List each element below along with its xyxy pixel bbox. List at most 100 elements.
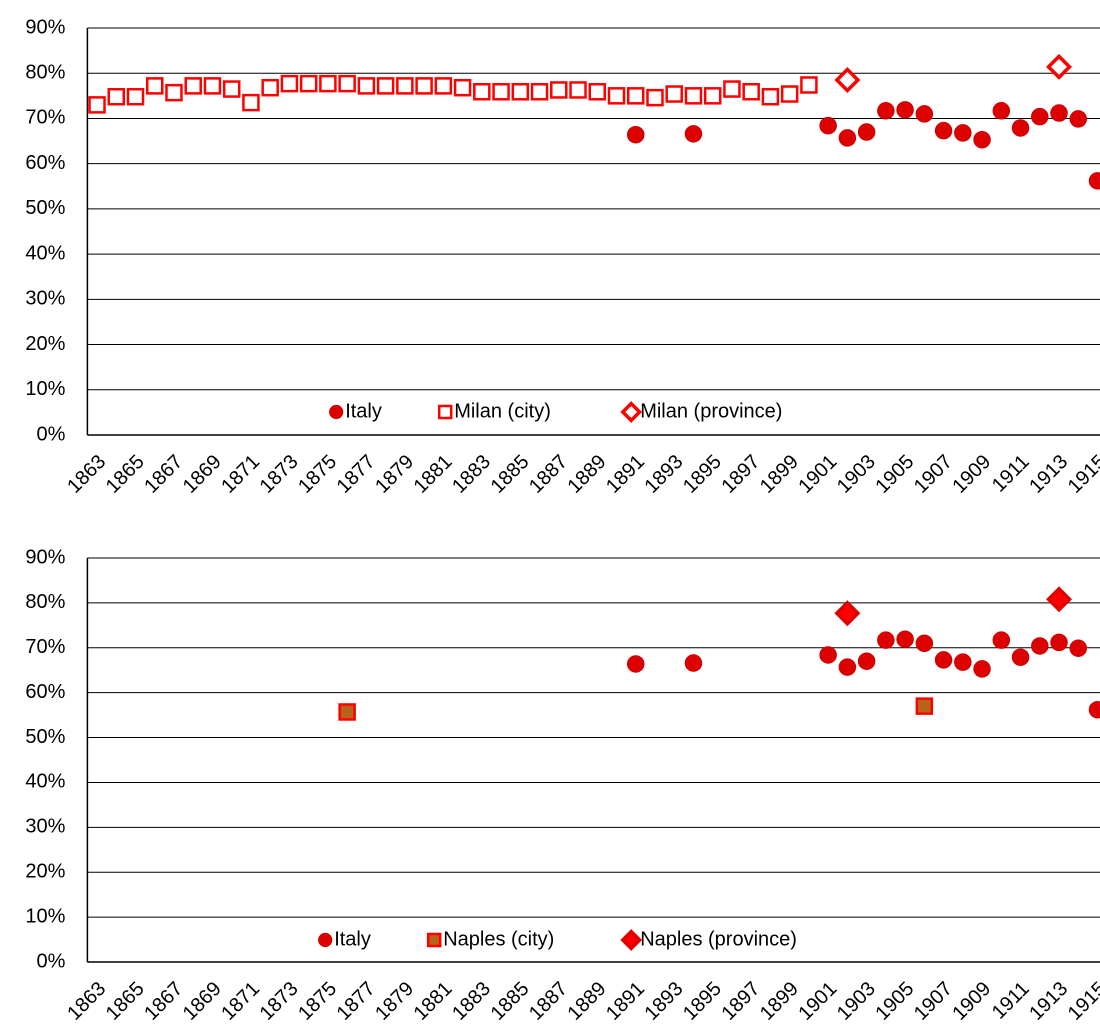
x-tick-label: 1877 (333, 978, 380, 1025)
x-tick-label: 1875 (294, 451, 341, 498)
y-tick-label: 70% (25, 107, 65, 129)
y-tick-label: 30% (25, 288, 65, 310)
x-tick-label: 1897 (717, 978, 764, 1025)
legend-label: Milan (province) (640, 400, 782, 422)
point (934, 121, 953, 140)
y-tick-label: 60% (25, 152, 65, 174)
point (780, 85, 799, 103)
x-tick-label: 1883 (448, 451, 495, 498)
x-tick-label: 1905 (871, 978, 918, 1025)
point (834, 600, 861, 627)
x-tick-label: 1881 (410, 978, 457, 1025)
point (222, 80, 241, 98)
x-tick-label: 1907 (910, 451, 957, 498)
x-tick-label: 1895 (679, 451, 726, 498)
legend-marker (620, 401, 643, 423)
point (338, 703, 356, 721)
point (1031, 107, 1049, 126)
point (1046, 53, 1072, 80)
point (857, 123, 876, 141)
x-tick-label: 1911 (988, 978, 1034, 1024)
point (684, 654, 703, 672)
y-tick-label: 10% (25, 905, 65, 927)
y-tick-label: 90% (25, 16, 65, 38)
point (838, 129, 857, 147)
point (453, 78, 472, 97)
x-tick-label: 1871 (217, 978, 264, 1025)
point (107, 87, 126, 106)
point (857, 652, 876, 670)
x-tick-label: 1881 (410, 451, 457, 498)
point (473, 83, 491, 101)
legend-marker (318, 932, 333, 948)
x-tick-label: 1879 (371, 451, 418, 498)
point (261, 78, 279, 97)
point (434, 77, 453, 95)
y-tick-label: 80% (25, 591, 65, 613)
point (626, 87, 645, 105)
x-tick-label: 1903 (833, 451, 880, 498)
point (511, 83, 530, 101)
y-tick-label: 70% (25, 636, 65, 658)
point (338, 74, 356, 93)
point (838, 658, 857, 676)
x-tick-label: 1913 (1025, 978, 1072, 1025)
x-tick-label: 1885 (487, 978, 534, 1025)
point (588, 83, 607, 101)
point (184, 77, 202, 95)
y-tick-label: 20% (25, 333, 65, 355)
point (1088, 700, 1100, 719)
point (415, 77, 433, 95)
point (626, 655, 645, 673)
x-tick-label: 1867 (140, 451, 187, 498)
y-tick-label: 50% (25, 726, 65, 748)
point (607, 87, 626, 105)
point (877, 631, 895, 649)
legend-marker (329, 404, 344, 420)
x-tick-label: 1899 (756, 451, 803, 498)
x-tick-label: 1893 (640, 451, 687, 498)
x-tick-label: 1891 (602, 451, 649, 498)
x-tick-label: 1887 (525, 978, 572, 1025)
x-tick-label: 1873 (256, 451, 303, 498)
y-tick-label: 0% (36, 423, 65, 445)
point (1069, 639, 1088, 657)
point (1069, 110, 1088, 128)
point (1050, 104, 1068, 122)
point (319, 74, 337, 93)
y-tick-label: 40% (25, 242, 65, 264)
x-tick-label: 1871 (217, 451, 264, 498)
legend-label: Naples (province) (640, 928, 797, 950)
point (915, 697, 934, 715)
point (684, 125, 703, 143)
point (1011, 119, 1030, 137)
x-tick-label: 1875 (294, 978, 341, 1025)
y-tick-label: 80% (25, 62, 65, 84)
point (88, 96, 106, 114)
point (834, 67, 861, 93)
point (800, 76, 818, 94)
x-tick-label: 1889 (564, 451, 611, 498)
point (973, 660, 991, 678)
x-tick-label: 1907 (910, 978, 957, 1025)
point (723, 80, 741, 98)
point (1046, 586, 1072, 613)
point (1031, 637, 1049, 655)
point (126, 87, 145, 106)
point (165, 83, 183, 102)
x-tick-label: 1905 (871, 451, 918, 498)
x-tick-label: 1869 (179, 978, 226, 1025)
point (992, 631, 1011, 649)
point (915, 634, 934, 653)
point (954, 124, 972, 142)
point (646, 88, 664, 107)
point (299, 74, 318, 93)
point (896, 630, 914, 648)
y-tick-label: 40% (25, 771, 65, 793)
x-tick-label: 1911 (988, 451, 1034, 497)
point (242, 93, 260, 112)
y-tick-label: 90% (25, 546, 65, 568)
x-tick-label: 1885 (487, 451, 534, 498)
point (357, 77, 376, 95)
